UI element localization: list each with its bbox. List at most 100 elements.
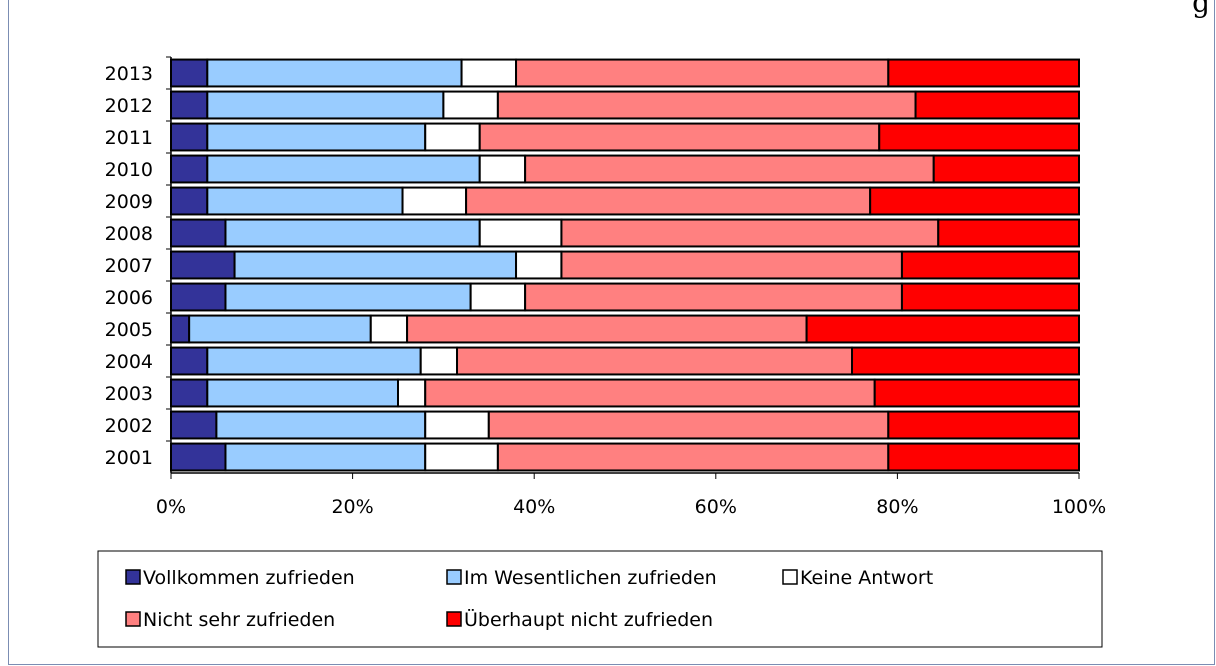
y-tick-label: 2007 — [105, 255, 153, 277]
bar-segment — [224, 282, 472, 312]
bar-segment — [397, 378, 427, 408]
legend: Vollkommen zufrieden Im Wesentlichen zufr… — [97, 550, 1103, 648]
bar-segment — [170, 282, 227, 312]
legend-box — [97, 550, 1103, 648]
legend-swatch — [125, 569, 141, 585]
bar-segment — [170, 218, 227, 248]
bar-segment — [170, 346, 209, 376]
bar-segment — [188, 314, 372, 344]
y-tick-label: 2005 — [105, 319, 153, 341]
legend-label: Nicht sehr zufrieden — [143, 609, 335, 631]
bar-segment — [206, 378, 399, 408]
bar-segment — [478, 154, 527, 184]
bar-segment — [932, 154, 1080, 184]
legend-label: Vollkommen zufrieden — [143, 567, 355, 589]
bar-segment — [887, 442, 1080, 472]
bar-segment — [369, 314, 409, 344]
bar-segment — [206, 90, 445, 120]
plot-area — [170, 57, 1081, 474]
bar-segment — [442, 90, 499, 120]
bar-segment — [170, 378, 209, 408]
bar-segment — [560, 250, 903, 280]
legend-swatch — [125, 611, 141, 627]
legend-label: Überhaupt nicht zufrieden — [464, 608, 713, 631]
bar-segment — [424, 122, 481, 152]
x-tick-label: 100% — [1052, 496, 1106, 518]
bar-segment — [233, 250, 518, 280]
bar-segment — [515, 58, 890, 88]
bar-segment — [215, 410, 427, 440]
y-tick-label: 2011 — [105, 127, 153, 149]
x-tick-label: 80% — [876, 496, 918, 518]
y-tick-label: 2009 — [105, 191, 153, 213]
bar-segment — [206, 122, 427, 152]
y-tick-label: 2010 — [105, 159, 153, 181]
legend-swatch — [446, 611, 462, 627]
legend-label: Keine Antwort — [800, 567, 933, 589]
bar-segment — [560, 218, 940, 248]
corner-text: g — [1192, 0, 1210, 19]
y-tick-label: 2003 — [105, 383, 153, 405]
bar-segment — [914, 90, 1080, 120]
bar-segment — [887, 58, 1080, 88]
bar-segment — [170, 250, 236, 280]
bar-segment — [170, 122, 209, 152]
bar-segment — [419, 346, 459, 376]
bar-segment — [524, 154, 935, 184]
bar-segment — [170, 186, 209, 216]
x-tick-label: 20% — [331, 496, 373, 518]
bar-segment — [206, 346, 422, 376]
legend-swatch — [782, 569, 798, 585]
y-tick-label: 2002 — [105, 415, 153, 437]
bar-segment — [496, 90, 917, 120]
bar-segment — [496, 442, 890, 472]
bar-segment — [456, 346, 853, 376]
bar-segment — [224, 218, 481, 248]
bar-segment — [170, 410, 218, 440]
legend-swatch — [446, 569, 462, 585]
bar-segment — [170, 314, 191, 344]
bar-segment — [900, 282, 1080, 312]
y-tick-label: 2013 — [105, 63, 153, 85]
bar-segment — [878, 122, 1080, 152]
bar-segment — [869, 186, 1080, 216]
y-tick-label: 2012 — [105, 95, 153, 117]
bar-segment — [873, 378, 1081, 408]
bar-segment — [170, 442, 227, 472]
bar-segment — [206, 58, 463, 88]
y-tick-label: 2008 — [105, 223, 153, 245]
y-tick-label: 2004 — [105, 351, 153, 373]
bar-segment — [469, 282, 527, 312]
y-tick-label: 2001 — [105, 447, 153, 469]
bar-segment — [805, 314, 1080, 344]
x-axis-ticks: 0% 20% 40% 60% 80% 100% — [156, 473, 1106, 518]
bar-segment — [170, 58, 209, 88]
chart-frame: g — [8, 0, 1215, 665]
bar-segment — [406, 314, 808, 344]
bar-segment — [937, 218, 1081, 248]
y-axis-ticks: 2013 2012 2011 2010 2009 2008 2007 2006 2005 2004… — [105, 56, 171, 469]
bar-segment — [478, 122, 881, 152]
x-tick-label: 40% — [513, 496, 555, 518]
bar-segment — [224, 442, 427, 472]
x-tick-label: 60% — [695, 496, 737, 518]
bar-segment — [851, 346, 1080, 376]
bar-segment — [206, 154, 481, 184]
bar-segment — [170, 90, 209, 120]
bar-segment — [465, 186, 872, 216]
bar-segment — [424, 378, 876, 408]
bar-segment — [524, 282, 903, 312]
legend-label: Im Wesentlichen zufrieden — [464, 567, 717, 589]
bar-segment — [424, 442, 499, 472]
x-tick-label: 0% — [156, 496, 186, 518]
bar-segment — [478, 218, 563, 248]
bar-segment — [487, 410, 890, 440]
bar-segment — [515, 250, 563, 280]
bar-segment — [401, 186, 468, 216]
bar-segment — [170, 154, 209, 184]
bar-segment — [900, 250, 1080, 280]
y-tick-label: 2006 — [105, 287, 153, 309]
bar-segment — [460, 58, 518, 88]
bar-segment — [424, 410, 490, 440]
